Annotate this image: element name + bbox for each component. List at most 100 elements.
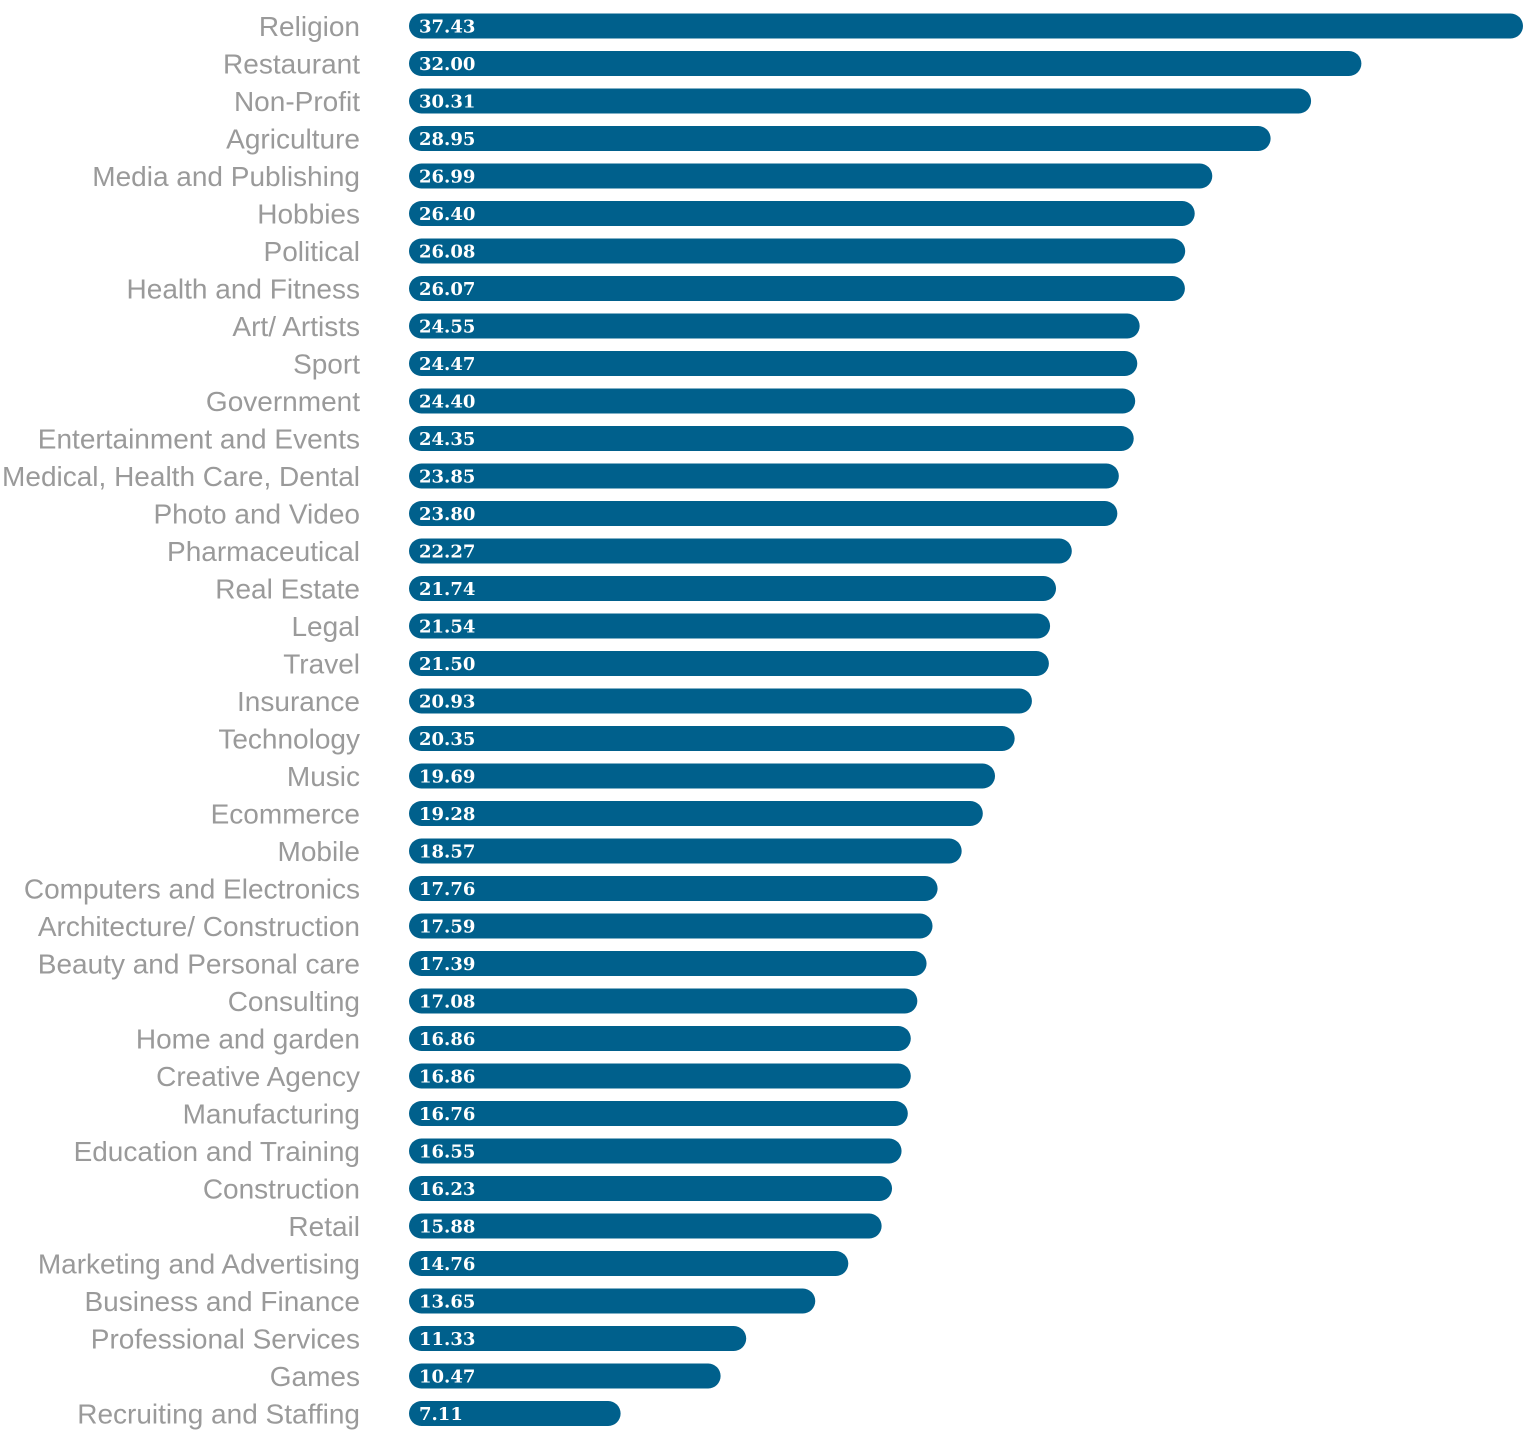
bar	[409, 1063, 911, 1089]
value-label: 16.55	[419, 1142, 475, 1163]
value-label: 24.47	[419, 354, 475, 375]
value-label: 26.99	[419, 167, 475, 188]
bar	[409, 51, 1362, 76]
bar	[409, 838, 962, 864]
value-label: 17.08	[419, 992, 475, 1013]
value-label: 7.11	[419, 1404, 463, 1425]
category-label: Ecommerce	[211, 799, 360, 830]
bar	[409, 801, 983, 826]
category-label: Insurance	[237, 686, 360, 717]
value-label: 37.43	[419, 17, 475, 38]
value-label: 10.47	[419, 1367, 475, 1388]
bar	[409, 988, 918, 1014]
value-label: 17.39	[419, 954, 475, 975]
bar	[409, 426, 1134, 451]
bar	[409, 88, 1312, 114]
value-label: 11.33	[419, 1329, 475, 1350]
value-label: 16.86	[419, 1067, 475, 1088]
category-label: Photo and Video	[153, 499, 360, 530]
category-label: Manufacturing	[183, 1099, 360, 1130]
bar	[409, 538, 1072, 564]
value-label: 19.28	[419, 804, 475, 825]
bar	[409, 238, 1186, 264]
value-label: 20.35	[419, 729, 475, 750]
bar	[409, 913, 933, 939]
category-label: Government	[206, 386, 360, 417]
value-label: 16.86	[419, 1029, 475, 1050]
bar	[409, 276, 1185, 301]
bar	[409, 651, 1049, 676]
value-label: 30.31	[419, 92, 475, 113]
category-label: Business and Finance	[84, 1286, 360, 1317]
bar	[409, 1288, 816, 1314]
category-label: Religion	[259, 11, 360, 42]
bar	[409, 501, 1118, 526]
bar	[409, 126, 1271, 151]
category-label: Technology	[218, 724, 360, 755]
category-label: Agriculture	[226, 124, 360, 155]
value-label: 21.74	[419, 579, 475, 600]
bar	[409, 351, 1138, 376]
bar	[409, 1363, 721, 1389]
category-label: Architecture/ Construction	[38, 911, 360, 942]
category-label: Political	[264, 236, 360, 267]
bar	[409, 951, 927, 976]
value-label: 21.50	[419, 654, 475, 675]
value-label: 17.59	[419, 917, 475, 938]
category-label: Media and Publishing	[92, 161, 360, 192]
category-label: Retail	[288, 1211, 360, 1242]
category-label: Entertainment and Events	[38, 424, 360, 455]
value-label: 13.65	[419, 1292, 475, 1313]
category-label: Professional Services	[91, 1324, 360, 1355]
value-label: 18.57	[419, 842, 475, 863]
value-label: 14.76	[419, 1254, 475, 1275]
value-label: 23.80	[419, 504, 475, 525]
bar	[409, 1138, 902, 1164]
category-label: Computers and Electronics	[24, 874, 360, 905]
category-label: Hobbies	[257, 199, 360, 230]
value-label: 21.54	[419, 617, 475, 638]
bar	[409, 763, 996, 789]
category-label: Education and Training	[74, 1136, 360, 1167]
category-label: Creative Agency	[156, 1061, 360, 1092]
bar	[409, 1251, 849, 1276]
bar	[409, 688, 1032, 714]
bar	[409, 388, 1136, 414]
bar-rows: Religion 37.43 Restaurant 32.00 Non-Profit 30…	[2, 11, 1523, 1430]
category-label: Restaurant	[223, 49, 360, 80]
category-label: Legal	[291, 611, 360, 642]
bar	[409, 313, 1140, 339]
category-label: Mobile	[278, 836, 360, 867]
category-label: Pharmaceutical	[167, 536, 360, 567]
value-label: 17.76	[419, 879, 475, 900]
bar	[409, 1026, 911, 1051]
value-label: 16.23	[419, 1179, 475, 1200]
value-label: 32.00	[419, 54, 475, 75]
category-label: Marketing and Advertising	[38, 1249, 360, 1280]
bar	[409, 1176, 893, 1201]
category-label: Travel	[283, 649, 360, 680]
bar	[409, 1401, 621, 1426]
bar	[409, 463, 1119, 489]
category-label: Health and Fitness	[127, 274, 360, 305]
category-label: Non-Profit	[234, 86, 360, 117]
category-label: Home and garden	[136, 1024, 360, 1055]
bar	[409, 1101, 908, 1126]
value-label: 16.76	[419, 1104, 475, 1125]
category-label: Construction	[203, 1174, 360, 1205]
bar	[409, 163, 1213, 189]
category-label: Art/ Artists	[232, 311, 360, 342]
value-label: 20.93	[419, 692, 475, 713]
value-label: 24.35	[419, 429, 475, 450]
value-label: 26.07	[419, 279, 475, 300]
value-label: 26.08	[419, 242, 475, 263]
bar	[409, 726, 1015, 751]
category-label: Sport	[293, 349, 360, 380]
value-label: 26.40	[419, 204, 475, 225]
bar	[409, 576, 1057, 601]
category-label: Real Estate	[215, 574, 360, 605]
category-label: Games	[270, 1361, 360, 1392]
bar	[409, 1326, 747, 1351]
bar	[409, 13, 1523, 39]
